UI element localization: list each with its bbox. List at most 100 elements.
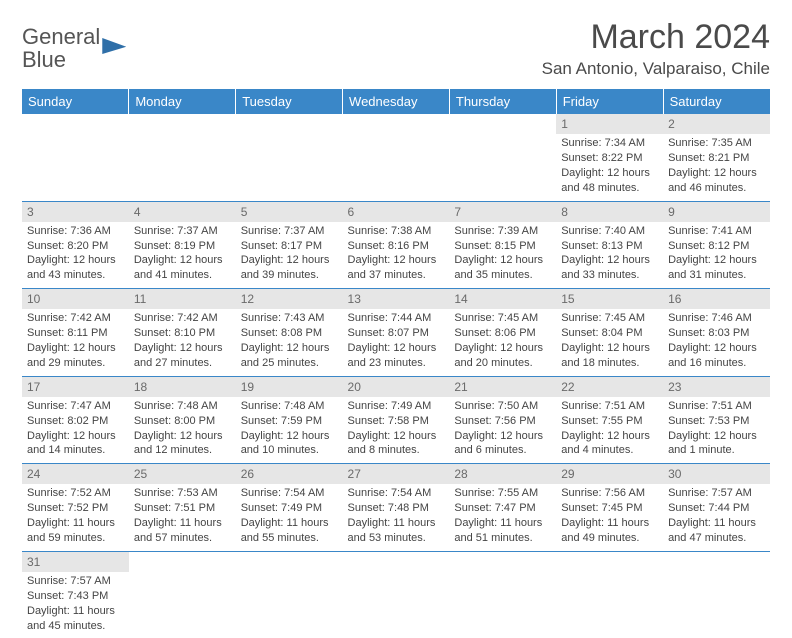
daylight-text: Daylight: 12 hours and 33 minutes. <box>561 253 658 283</box>
day-cell: 21Sunrise: 7:50 AMSunset: 7:56 PMDayligh… <box>449 376 556 464</box>
day-number: 12 <box>236 289 343 309</box>
day-number: 29 <box>556 464 663 484</box>
day-cell: 4Sunrise: 7:37 AMSunset: 8:19 PMDaylight… <box>129 201 236 289</box>
sunrise-text: Sunrise: 7:48 AM <box>134 399 231 414</box>
sunset-text: Sunset: 8:20 PM <box>27 239 124 254</box>
day-cell: 14Sunrise: 7:45 AMSunset: 8:06 PMDayligh… <box>449 289 556 377</box>
day-number: 27 <box>343 464 450 484</box>
day-cell <box>449 551 556 638</box>
day-cell <box>129 114 236 201</box>
day-details: Sunrise: 7:37 AMSunset: 8:17 PMDaylight:… <box>236 222 343 288</box>
day-details: Sunrise: 7:55 AMSunset: 7:47 PMDaylight:… <box>449 484 556 550</box>
sunset-text: Sunset: 8:00 PM <box>134 414 231 429</box>
sunset-text: Sunset: 8:22 PM <box>561 151 658 166</box>
daylight-text: Daylight: 12 hours and 46 minutes. <box>668 166 765 196</box>
day-cell: 6Sunrise: 7:38 AMSunset: 8:16 PMDaylight… <box>343 201 450 289</box>
sunrise-text: Sunrise: 7:55 AM <box>454 486 551 501</box>
col-sunday: Sunday <box>22 89 129 114</box>
col-thursday: Thursday <box>449 89 556 114</box>
daylight-text: Daylight: 12 hours and 35 minutes. <box>454 253 551 283</box>
day-cell: 12Sunrise: 7:43 AMSunset: 8:08 PMDayligh… <box>236 289 343 377</box>
daylight-text: Daylight: 12 hours and 23 minutes. <box>348 341 445 371</box>
day-cell <box>343 114 450 201</box>
day-number: 1 <box>556 114 663 134</box>
day-cell: 19Sunrise: 7:48 AMSunset: 7:59 PMDayligh… <box>236 376 343 464</box>
daylight-text: Daylight: 12 hours and 25 minutes. <box>241 341 338 371</box>
day-cell: 29Sunrise: 7:56 AMSunset: 7:45 PMDayligh… <box>556 464 663 552</box>
day-details: Sunrise: 7:51 AMSunset: 7:53 PMDaylight:… <box>663 397 770 463</box>
day-number: 21 <box>449 377 556 397</box>
day-cell <box>449 114 556 201</box>
daylight-text: Daylight: 11 hours and 51 minutes. <box>454 516 551 546</box>
sunrise-text: Sunrise: 7:36 AM <box>27 224 124 239</box>
day-cell: 7Sunrise: 7:39 AMSunset: 8:15 PMDaylight… <box>449 201 556 289</box>
sunset-text: Sunset: 8:17 PM <box>241 239 338 254</box>
sunrise-text: Sunrise: 7:56 AM <box>561 486 658 501</box>
daylight-text: Daylight: 12 hours and 8 minutes. <box>348 429 445 459</box>
day-number: 6 <box>343 202 450 222</box>
daylight-text: Daylight: 11 hours and 49 minutes. <box>561 516 658 546</box>
sunrise-text: Sunrise: 7:54 AM <box>348 486 445 501</box>
day-cell: 13Sunrise: 7:44 AMSunset: 8:07 PMDayligh… <box>343 289 450 377</box>
daylight-text: Daylight: 12 hours and 12 minutes. <box>134 429 231 459</box>
day-number: 30 <box>663 464 770 484</box>
day-number: 23 <box>663 377 770 397</box>
sunset-text: Sunset: 8:06 PM <box>454 326 551 341</box>
sunset-text: Sunset: 8:19 PM <box>134 239 231 254</box>
day-details: Sunrise: 7:42 AMSunset: 8:10 PMDaylight:… <box>129 309 236 375</box>
daylight-text: Daylight: 12 hours and 43 minutes. <box>27 253 124 283</box>
day-details: Sunrise: 7:45 AMSunset: 8:04 PMDaylight:… <box>556 309 663 375</box>
day-details: Sunrise: 7:57 AMSunset: 7:43 PMDaylight:… <box>22 572 129 638</box>
day-cell: 22Sunrise: 7:51 AMSunset: 7:55 PMDayligh… <box>556 376 663 464</box>
sunset-text: Sunset: 8:03 PM <box>668 326 765 341</box>
day-cell: 27Sunrise: 7:54 AMSunset: 7:48 PMDayligh… <box>343 464 450 552</box>
day-details: Sunrise: 7:45 AMSunset: 8:06 PMDaylight:… <box>449 309 556 375</box>
day-cell: 16Sunrise: 7:46 AMSunset: 8:03 PMDayligh… <box>663 289 770 377</box>
day-details: Sunrise: 7:50 AMSunset: 7:56 PMDaylight:… <box>449 397 556 463</box>
daylight-text: Daylight: 11 hours and 45 minutes. <box>27 604 124 634</box>
sunrise-text: Sunrise: 7:44 AM <box>348 311 445 326</box>
week-row: 17Sunrise: 7:47 AMSunset: 8:02 PMDayligh… <box>22 376 770 464</box>
daylight-text: Daylight: 12 hours and 1 minute. <box>668 429 765 459</box>
week-row: 1Sunrise: 7:34 AMSunset: 8:22 PMDaylight… <box>22 114 770 201</box>
sunrise-text: Sunrise: 7:52 AM <box>27 486 124 501</box>
day-cell: 30Sunrise: 7:57 AMSunset: 7:44 PMDayligh… <box>663 464 770 552</box>
day-details: Sunrise: 7:44 AMSunset: 8:07 PMDaylight:… <box>343 309 450 375</box>
week-row: 10Sunrise: 7:42 AMSunset: 8:11 PMDayligh… <box>22 289 770 377</box>
sunrise-text: Sunrise: 7:37 AM <box>134 224 231 239</box>
day-cell <box>236 551 343 638</box>
sunrise-text: Sunrise: 7:40 AM <box>561 224 658 239</box>
day-number: 20 <box>343 377 450 397</box>
sunset-text: Sunset: 8:02 PM <box>27 414 124 429</box>
sunset-text: Sunset: 7:59 PM <box>241 414 338 429</box>
logo: General Blue <box>22 26 126 72</box>
logo-text-2: Blue <box>22 47 66 72</box>
sunset-text: Sunset: 8:04 PM <box>561 326 658 341</box>
day-cell <box>556 551 663 638</box>
day-details: Sunrise: 7:48 AMSunset: 8:00 PMDaylight:… <box>129 397 236 463</box>
sunset-text: Sunset: 7:45 PM <box>561 501 658 516</box>
col-monday: Monday <box>129 89 236 114</box>
day-details: Sunrise: 7:56 AMSunset: 7:45 PMDaylight:… <box>556 484 663 550</box>
day-number: 14 <box>449 289 556 309</box>
day-number: 18 <box>129 377 236 397</box>
day-cell: 26Sunrise: 7:54 AMSunset: 7:49 PMDayligh… <box>236 464 343 552</box>
daylight-text: Daylight: 12 hours and 20 minutes. <box>454 341 551 371</box>
day-number: 19 <box>236 377 343 397</box>
day-cell: 23Sunrise: 7:51 AMSunset: 7:53 PMDayligh… <box>663 376 770 464</box>
day-details: Sunrise: 7:54 AMSunset: 7:48 PMDaylight:… <box>343 484 450 550</box>
sunset-text: Sunset: 7:52 PM <box>27 501 124 516</box>
day-number: 28 <box>449 464 556 484</box>
day-details: Sunrise: 7:53 AMSunset: 7:51 PMDaylight:… <box>129 484 236 550</box>
calendar-table: Sunday Monday Tuesday Wednesday Thursday… <box>22 89 770 638</box>
day-number: 4 <box>129 202 236 222</box>
month-title: March 2024 <box>542 18 770 57</box>
day-number: 9 <box>663 202 770 222</box>
day-details: Sunrise: 7:35 AMSunset: 8:21 PMDaylight:… <box>663 134 770 200</box>
sunrise-text: Sunrise: 7:54 AM <box>241 486 338 501</box>
day-details: Sunrise: 7:49 AMSunset: 7:58 PMDaylight:… <box>343 397 450 463</box>
sunset-text: Sunset: 8:21 PM <box>668 151 765 166</box>
day-cell: 24Sunrise: 7:52 AMSunset: 7:52 PMDayligh… <box>22 464 129 552</box>
day-number: 10 <box>22 289 129 309</box>
col-tuesday: Tuesday <box>236 89 343 114</box>
